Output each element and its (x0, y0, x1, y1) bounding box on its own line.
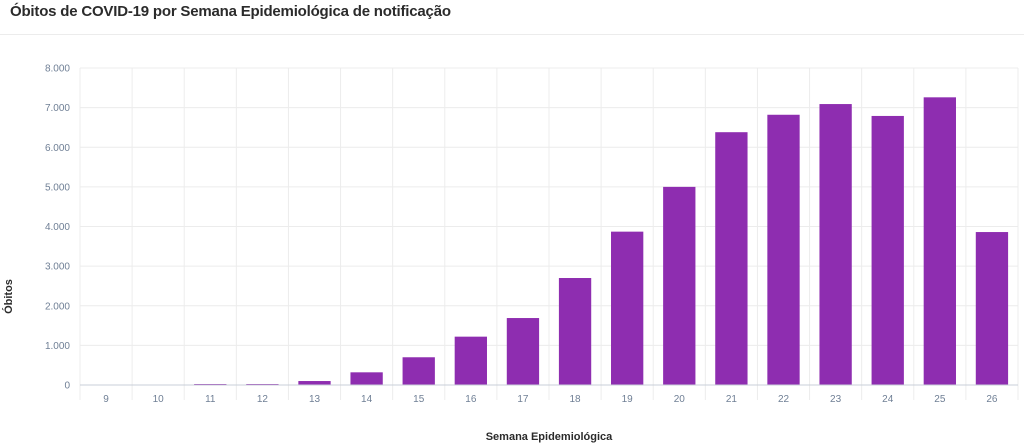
bar-week-26[interactable] (975, 232, 1009, 385)
x-tick-label: 16 (465, 394, 477, 405)
y-tick-label: 1.000 (45, 341, 70, 352)
axis-layer: 0 1.000 2.000 3.000 4.000 5.000 6.000 7.000 8.00… (45, 64, 1018, 405)
y-tick-label: 2.000 (45, 301, 70, 312)
x-tick-label: 20 (674, 394, 686, 405)
x-tick-label: 11 (205, 394, 216, 405)
y-tick-label: 5.000 (45, 182, 70, 193)
x-tick-label: 15 (413, 394, 425, 405)
bar-week-19[interactable] (611, 231, 644, 385)
bar-week-14[interactable] (350, 372, 383, 385)
x-tick-label: 26 (986, 394, 998, 405)
bar-week-23[interactable] (819, 104, 852, 385)
x-tick-label: 18 (569, 394, 581, 405)
y-axis-title: Óbitos (2, 279, 15, 314)
x-tick-label: 14 (361, 394, 373, 405)
y-tick-label: 7.000 (45, 103, 70, 114)
bar-week-17[interactable] (506, 318, 540, 385)
bars-layer (194, 97, 1009, 385)
x-tick-label: 21 (726, 394, 738, 405)
bar-week-21[interactable] (715, 132, 748, 385)
bar-week-15[interactable] (402, 357, 435, 385)
x-tick-label: 13 (309, 394, 321, 405)
y-tick-label: 3.000 (45, 262, 70, 273)
x-tick-label: 25 (934, 394, 946, 405)
bar-week-13[interactable] (298, 381, 331, 385)
chart-title: Óbitos de COVID-19 por Semana Epidemioló… (10, 3, 451, 20)
x-tick-label: 19 (622, 394, 634, 405)
grid-layer (79, 67, 1019, 400)
y-tick-label: 4.000 (45, 222, 70, 233)
y-tick-label: 0 (64, 381, 70, 392)
y-tick-label: 6.000 (45, 143, 70, 154)
bar-week-20[interactable] (663, 186, 696, 385)
x-tick-label: 9 (103, 394, 109, 405)
x-tick-label: 17 (517, 394, 529, 405)
bar-week-25[interactable] (923, 97, 956, 385)
title-divider (0, 34, 1024, 35)
x-axis-title: Semana Epidemiológica (486, 431, 613, 443)
bar-week-24[interactable] (871, 115, 904, 385)
x-tick-label: 24 (882, 394, 894, 405)
bar-week-22[interactable] (767, 114, 800, 385)
y-tick-label: 8.000 (45, 64, 70, 75)
x-tick-label: 22 (778, 394, 790, 405)
x-tick-label: 12 (257, 394, 269, 405)
bar-week-18[interactable] (558, 278, 592, 385)
x-tick-label: 23 (830, 394, 842, 405)
x-tick-label: 10 (153, 394, 165, 405)
bar-week-16[interactable] (454, 336, 487, 385)
